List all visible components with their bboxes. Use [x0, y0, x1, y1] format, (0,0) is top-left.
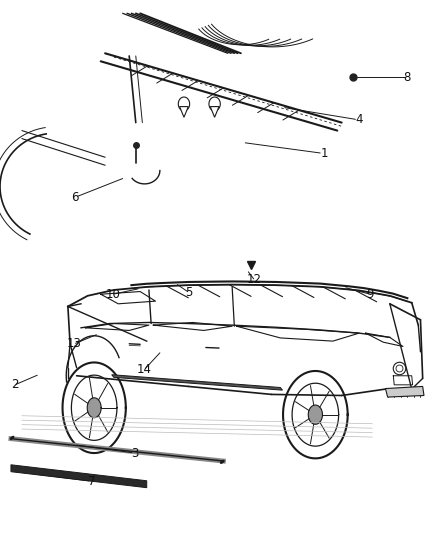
Text: 3: 3 — [131, 447, 138, 459]
Polygon shape — [385, 386, 424, 397]
Polygon shape — [209, 97, 220, 111]
Text: 13: 13 — [67, 337, 82, 350]
Text: 6: 6 — [71, 191, 79, 204]
Polygon shape — [11, 465, 147, 488]
Polygon shape — [210, 107, 219, 117]
Text: 4: 4 — [355, 114, 363, 126]
Text: 1: 1 — [320, 147, 328, 160]
Polygon shape — [180, 107, 188, 117]
Text: 10: 10 — [106, 288, 120, 301]
Polygon shape — [309, 406, 322, 423]
Text: 8: 8 — [404, 71, 411, 84]
Text: 12: 12 — [247, 273, 261, 286]
Text: 9: 9 — [366, 288, 374, 301]
Text: 2: 2 — [11, 378, 19, 391]
Polygon shape — [88, 399, 100, 417]
Polygon shape — [178, 97, 190, 111]
Text: 14: 14 — [137, 363, 152, 376]
Polygon shape — [112, 375, 283, 390]
Text: 7: 7 — [88, 475, 96, 488]
Text: 5: 5 — [185, 286, 192, 298]
